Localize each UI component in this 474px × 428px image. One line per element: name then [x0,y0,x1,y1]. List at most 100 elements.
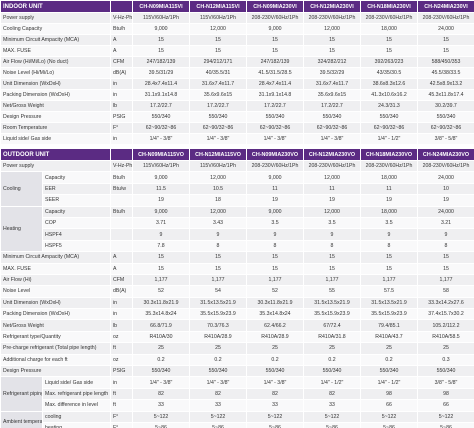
spec-value: 1/4" - 1/2" [360,376,418,389]
spec-label: Air Flow (Hi) [0,273,111,287]
spec-row: Pre-charge refrigerant (Total pipe lengt… [0,342,474,355]
model-header: CH-N18MIA230VI [360,0,418,13]
spec-value: R410A/58.5 [417,330,474,344]
spec-unit: Btu/h [110,171,133,184]
spec-value: 5~86 [303,421,361,428]
spec-value: 550/340 [417,365,474,378]
spec-value: 28.4x7.4x11.4 [246,78,304,90]
spec-value: 5~86 [246,421,304,428]
spec-value: 62~90/32~86 [417,122,474,134]
model-header: CH-N09MIA115VI [132,0,190,13]
spec-value: 39.5/32/29 [303,67,361,79]
spec-label: Additional charge for each ft [0,353,111,367]
spec-value: 247/182/139 [246,56,304,68]
spec-value: 1,177 [246,273,304,287]
spec-value: 588/450/353 [417,56,474,68]
spec-unit: ft [110,399,133,412]
model-header: CH-N18MIA230VO [360,148,418,161]
spec-value: 30.3x11.8x21.9 [246,296,304,310]
spec-value: 33 [303,399,361,412]
spec-value: 58 [417,285,474,298]
spec-label: Unit Dimension (WxDxH) [0,78,111,90]
model-header: CH-N24MIA230VO [417,148,474,161]
spec-value: R410A/28.9 [189,330,247,344]
group-label: Ambient temperature [0,410,43,428]
spec-value: 3.5 [246,216,304,230]
spec-value: 33 [246,399,304,412]
spec-value: 3.5 [360,216,418,230]
spec-value: 0.2 [360,353,418,367]
spec-label: Cooling Capacity [0,23,111,35]
spec-value: 5~86 [132,421,190,428]
spec-value: 5~122 [246,410,304,424]
spec-value: 11 [360,182,418,196]
spec-row: Unit Dimension (WxDxH) in 28.4x7.4x11.4 31.… [0,78,474,90]
spec-value: 57.5 [360,285,418,298]
spec-value: 0.2 [132,353,190,367]
spec-value: 18,000 [360,23,418,35]
spec-value: 24,000 [417,23,474,35]
spec-row: Additional charge for each ft oz 0.2 0.2 0.2… [0,353,474,367]
spec-label: cooling [42,410,111,424]
spec-value: 0.3 [417,353,474,367]
spec-value: 550/340 [360,111,418,123]
indoor-table: INDOOR UNIT CH-N09MIA115VI CH-N12MIA115VI C… [0,0,474,145]
spec-value: 5~122 [303,410,361,424]
spec-value: 15 [246,251,304,264]
spec-value: 208-230V/60Hz/1Ph [417,159,474,173]
spec-value: 15 [360,251,418,264]
spec-value: 66 [360,399,418,412]
spec-value: 5~86 [360,421,418,428]
spec-value: 15 [303,45,361,57]
group-label: Heating [0,205,43,253]
spec-value: 18,000 [360,205,418,218]
spec-value: 41.5/31.5/28.5 [246,67,304,79]
spec-value: 1,177 [360,273,418,287]
model-header: CH-N12MIA115VO [189,148,247,161]
spec-value: 52 [132,285,190,298]
spec-value: 0.2 [303,353,361,367]
model-header: CH-N24MIA230VI [417,0,474,13]
group-label: Cooling [0,171,43,207]
spec-value: 15 [303,262,361,275]
spec-value: 39.5/31/29 [132,67,190,79]
spec-value: 5~122 [189,410,247,424]
spec-unit: A [110,262,133,275]
spec-unit: in [110,296,133,310]
spec-value: 15 [360,262,418,275]
spec-value: 115V/60Hz/1Ph [189,12,247,24]
spec-value: 1/4" - 3/8" [132,376,190,389]
spec-value: 1,177 [303,273,361,287]
model-header: CH-N12MIA230VO [303,148,361,161]
spec-label: HSPF5 [42,239,111,253]
spec-value: 9 [360,228,418,241]
spec-value: 324/282/212 [303,56,361,68]
spec-value: 66.8/71.9 [132,319,190,332]
spec-row: Minimum Circuit Ampacity (MCA) A 15 15 15 15 1… [0,34,474,46]
spec-label: Noise Level (Hi/Mi/Lo) [0,67,111,79]
spec-label: Design Pressure [0,365,111,378]
table-title: OUTDOOR UNIT [0,148,111,161]
spec-label: Noise Level [0,285,111,298]
spec-value: 15 [246,45,304,57]
spec-value: R410A/28.9 [246,330,304,344]
spec-unit: F° [110,421,133,428]
spec-value: 35.5x15.9x23.9 [189,308,247,321]
spec-value: 30.3x11.8x21.9 [132,296,190,310]
spec-value: 1,177 [417,273,474,287]
spec-value: 15 [132,34,190,46]
spec-value: 15 [132,251,190,264]
spec-value: 54 [189,285,247,298]
spec-value: 550/340 [303,111,361,123]
spec-value: 115V/60Hz/1Ph [189,159,247,173]
spec-value: 550/340 [189,365,247,378]
spec-row: Max. refrigerant pipe length ft 82 82 82 82 98… [1,387,474,401]
spec-value: 62~90/32~86 [360,122,418,134]
spec-value: 8 [303,239,361,253]
spec-value: 1/4" - 1/2" [360,133,418,145]
spec-unit: oz [110,330,133,344]
spec-value: 24.3/31.3 [360,100,418,112]
unit-header [110,0,133,13]
spec-value: 550/340 [132,365,190,378]
